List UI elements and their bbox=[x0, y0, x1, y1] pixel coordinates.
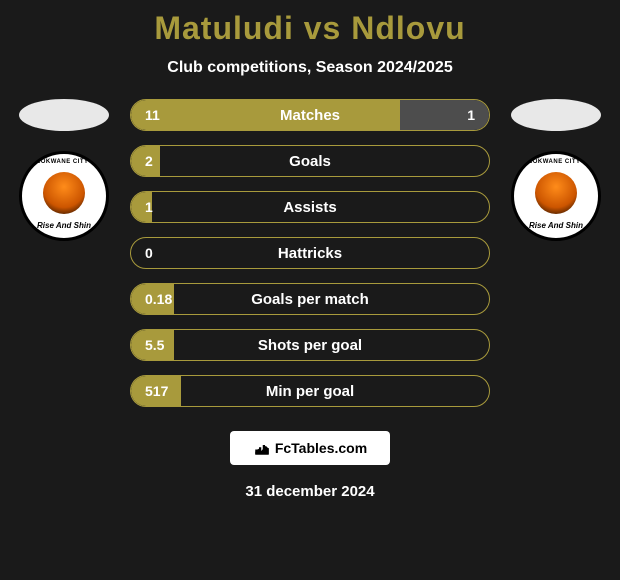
stat-value-right: 1 bbox=[467, 107, 475, 123]
stat-value-left: 0 bbox=[145, 245, 153, 261]
content-row: POLOKWANE CITY F.C Rise And Shin 111Matc… bbox=[0, 99, 620, 407]
stat-fill-right bbox=[400, 100, 490, 130]
stat-row: 111Matches bbox=[130, 99, 490, 131]
club-badge-right: POLOKWANE CITY F.C Rise And Shin bbox=[511, 151, 601, 241]
badge-emblem bbox=[43, 172, 85, 214]
stat-row: 2 Goals bbox=[130, 145, 490, 177]
stats-column: 111Matches2Goals1Assists0Hattricks0.18Go… bbox=[130, 99, 490, 407]
stat-value-left: 11 bbox=[145, 107, 160, 123]
stat-row: 517 Min per goal bbox=[130, 375, 490, 407]
stat-label: Matches bbox=[280, 107, 340, 124]
stat-row: 5.5 Shots per goal bbox=[130, 329, 490, 361]
stat-row: 0.18 Goals per match bbox=[130, 283, 490, 315]
stat-value-left: 517 bbox=[145, 383, 168, 399]
stat-label: Assists bbox=[283, 199, 336, 216]
stat-label: Hattricks bbox=[278, 245, 342, 262]
player-photo-placeholder bbox=[511, 99, 601, 131]
stat-value-left: 2 bbox=[145, 153, 153, 169]
badge-top-text: POLOKWANE CITY F.C bbox=[519, 159, 593, 165]
club-badge-left: POLOKWANE CITY F.C Rise And Shin bbox=[19, 151, 109, 241]
badge-emblem bbox=[535, 172, 577, 214]
badge-bottom-text: Rise And Shin bbox=[529, 221, 583, 230]
brand-logo: FcTables.com bbox=[230, 431, 390, 465]
badge-top-text: POLOKWANE CITY F.C bbox=[27, 159, 101, 165]
subtitle: Club competitions, Season 2024/2025 bbox=[167, 59, 452, 77]
chart-icon bbox=[253, 439, 271, 457]
date-text: 31 december 2024 bbox=[245, 483, 374, 500]
stat-label: Shots per goal bbox=[258, 337, 362, 354]
left-player-column: POLOKWANE CITY F.C Rise And Shin bbox=[14, 99, 114, 241]
stat-value-left: 1 bbox=[145, 199, 153, 215]
stat-row: 1 Assists bbox=[130, 191, 490, 223]
stat-label: Goals bbox=[289, 153, 331, 170]
badge-bottom-text: Rise And Shin bbox=[37, 221, 91, 230]
stat-fill-left bbox=[131, 100, 400, 130]
comparison-infographic: Matuludi vs Ndlovu Club competitions, Se… bbox=[0, 0, 620, 580]
page-title: Matuludi vs Ndlovu bbox=[154, 10, 465, 47]
stat-label: Min per goal bbox=[266, 383, 354, 400]
brand-text: FcTables.com bbox=[275, 440, 367, 456]
right-player-column: POLOKWANE CITY F.C Rise And Shin bbox=[506, 99, 606, 241]
player-photo-placeholder bbox=[19, 99, 109, 131]
stat-value-left: 0.18 bbox=[145, 291, 172, 307]
stat-value-left: 5.5 bbox=[145, 337, 164, 353]
stat-label: Goals per match bbox=[251, 291, 369, 308]
stat-row: 0 Hattricks bbox=[130, 237, 490, 269]
